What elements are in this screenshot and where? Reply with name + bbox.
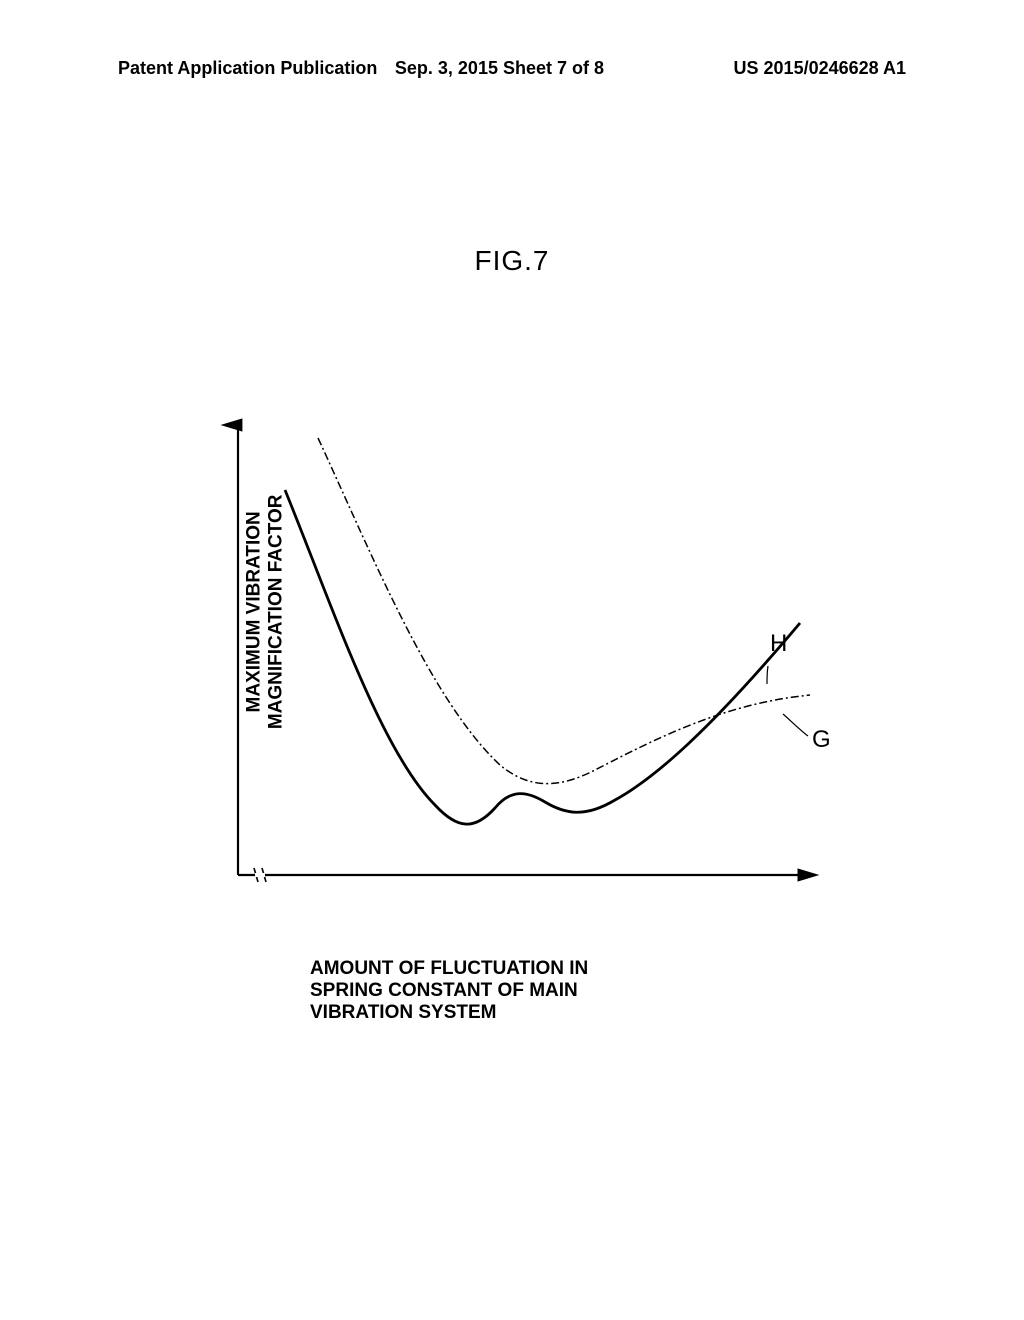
x-axis-label: AMOUNT OF FLUCTUATION IN SPRING CONSTANT… [310, 958, 588, 1024]
leader-h [767, 666, 768, 684]
label-g: G [812, 726, 831, 753]
curve-g [285, 490, 800, 824]
page-header: Patent Application Publication Sep. 3, 2… [0, 58, 1024, 79]
figure-label: FIG.7 [474, 245, 549, 277]
leader-g [783, 714, 808, 736]
chart-svg: G H [200, 410, 840, 940]
header-center: Sep. 3, 2015 Sheet 7 of 8 [395, 58, 604, 79]
label-h: H [770, 630, 787, 657]
chart: G H [200, 410, 840, 940]
axis-break-mark [254, 868, 266, 882]
header-left: Patent Application Publication [118, 58, 377, 79]
header-right: US 2015/0246628 A1 [734, 58, 906, 79]
curve-h [318, 438, 810, 784]
